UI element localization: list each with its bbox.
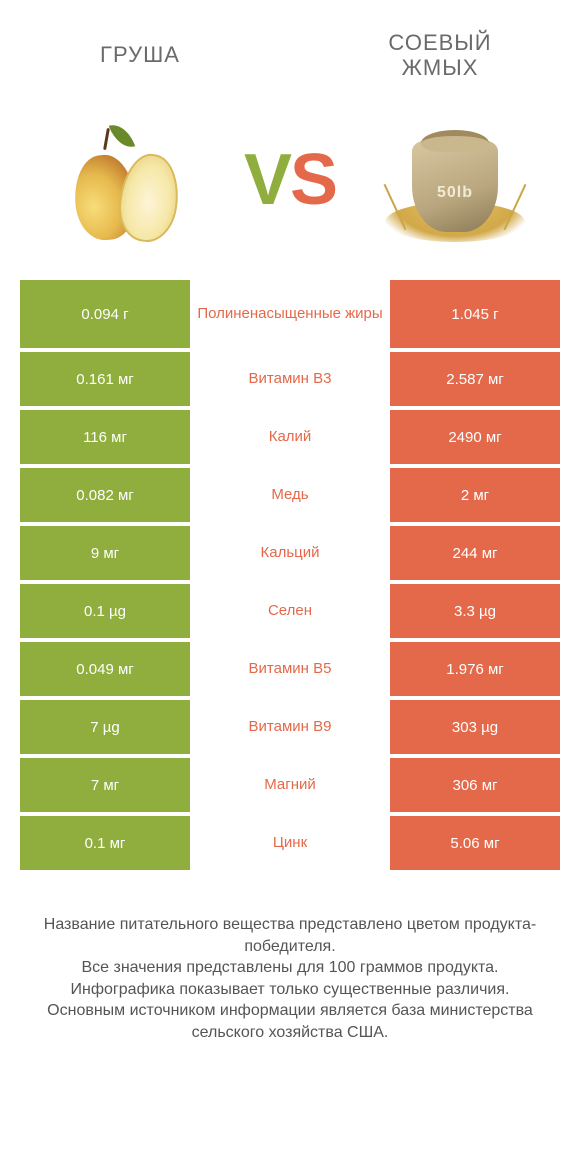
right-title-line1: СОЕВЫЙ bbox=[340, 30, 540, 55]
nutrient-name-cell: Витамин B3 bbox=[190, 352, 390, 406]
left-value-cell: 0.049 мг bbox=[20, 642, 190, 696]
table-row: 0.049 мгВитамин B51.976 мг bbox=[20, 642, 560, 696]
left-value-cell: 116 мг bbox=[20, 410, 190, 464]
nutrient-name-cell: Полиненасыщенные жиры bbox=[190, 280, 390, 348]
footer-line: Все значения представлены для 100 граммо… bbox=[25, 957, 555, 979]
footer-line: Инфографика показывает только существенн… bbox=[25, 979, 555, 1001]
footer-notes: Название питательного вещества представл… bbox=[0, 874, 580, 1044]
right-value-cell: 1.045 г bbox=[390, 280, 560, 348]
visual-row: VS 50lb bbox=[0, 90, 580, 280]
footer-line: Название питательного вещества представл… bbox=[25, 914, 555, 957]
table-row: 0.094 гПолиненасыщенные жиры1.045 г bbox=[20, 280, 560, 348]
vs-s: S bbox=[290, 140, 336, 220]
sack-image: 50lb bbox=[380, 105, 530, 255]
pear-image bbox=[50, 105, 200, 255]
nutrition-table: 0.094 гПолиненасыщенные жиры1.045 г0.161… bbox=[0, 280, 580, 874]
table-row: 0.1 µgСелен3.3 µg bbox=[20, 584, 560, 638]
nutrient-name-cell: Витамин B9 bbox=[190, 700, 390, 754]
right-value-cell: 306 мг bbox=[390, 758, 560, 812]
left-value-cell: 7 мг bbox=[20, 758, 190, 812]
right-value-cell: 5.06 мг bbox=[390, 816, 560, 870]
right-value-cell: 1.976 мг bbox=[390, 642, 560, 696]
right-product-title: СОЕВЫЙ ЖМЫХ bbox=[340, 30, 540, 81]
table-row: 9 мгКальций244 мг bbox=[20, 526, 560, 580]
table-row: 7 мгМагний306 мг bbox=[20, 758, 560, 812]
table-row: 7 µgВитамин B9303 µg bbox=[20, 700, 560, 754]
right-value-cell: 2490 мг bbox=[390, 410, 560, 464]
table-row: 0.161 мгВитамин B32.587 мг bbox=[20, 352, 560, 406]
table-row: 0.1 мгЦинк5.06 мг bbox=[20, 816, 560, 870]
right-value-cell: 244 мг bbox=[390, 526, 560, 580]
infographic-root: ГРУША СОЕВЫЙ ЖМЫХ VS 50lb bbox=[0, 0, 580, 1174]
nutrient-name-cell: Магний bbox=[190, 758, 390, 812]
vs-v: V bbox=[244, 140, 290, 220]
left-value-cell: 9 мг bbox=[20, 526, 190, 580]
right-title-line2: ЖМЫХ bbox=[340, 55, 540, 80]
nutrient-name-cell: Медь bbox=[190, 468, 390, 522]
vs-label: VS bbox=[244, 139, 336, 221]
right-value-cell: 3.3 µg bbox=[390, 584, 560, 638]
right-value-cell: 2 мг bbox=[390, 468, 560, 522]
left-product-title: ГРУША bbox=[40, 42, 240, 68]
right-value-cell: 2.587 мг bbox=[390, 352, 560, 406]
left-value-cell: 0.082 мг bbox=[20, 468, 190, 522]
nutrient-name-cell: Витамин B5 bbox=[190, 642, 390, 696]
table-row: 0.082 мгМедь2 мг bbox=[20, 468, 560, 522]
footer-line: Основным источником информации является … bbox=[25, 1000, 555, 1043]
nutrient-name-cell: Цинк bbox=[190, 816, 390, 870]
left-value-cell: 0.1 µg bbox=[20, 584, 190, 638]
left-value-cell: 0.1 мг bbox=[20, 816, 190, 870]
nutrient-name-cell: Селен bbox=[190, 584, 390, 638]
right-value-cell: 303 µg bbox=[390, 700, 560, 754]
table-row: 116 мгКалий2490 мг bbox=[20, 410, 560, 464]
left-value-cell: 0.094 г bbox=[20, 280, 190, 348]
left-value-cell: 0.161 мг bbox=[20, 352, 190, 406]
sack-weight-label: 50lb bbox=[412, 184, 498, 202]
left-value-cell: 7 µg bbox=[20, 700, 190, 754]
header-row: ГРУША СОЕВЫЙ ЖМЫХ bbox=[0, 0, 580, 90]
nutrient-name-cell: Калий bbox=[190, 410, 390, 464]
nutrient-name-cell: Кальций bbox=[190, 526, 390, 580]
